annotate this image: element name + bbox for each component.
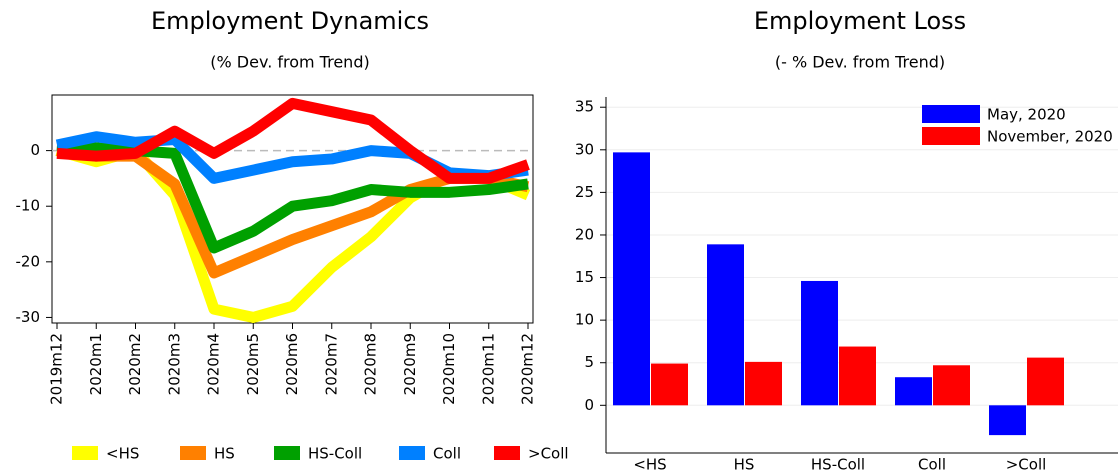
legend-swatch xyxy=(399,446,425,460)
bar xyxy=(745,361,782,406)
y-tick-label: 20 xyxy=(575,225,594,243)
x-tick-label: 2020m5 xyxy=(244,333,262,395)
legend-swatch xyxy=(922,105,980,123)
x-tick-label: <HS xyxy=(633,456,666,474)
legend-label: HS xyxy=(214,445,235,463)
legend-swatch xyxy=(180,446,206,460)
chart-title: Employment Dynamics xyxy=(151,7,429,35)
y-tick-label: 5 xyxy=(584,353,594,371)
series-line xyxy=(56,97,530,184)
bar xyxy=(989,405,1026,436)
x-tick-label: 2020m12 xyxy=(519,333,537,405)
legend-label: November, 2020 xyxy=(987,128,1113,146)
x-tick-label: 2020m2 xyxy=(126,333,144,395)
x-tick-label: 2020m7 xyxy=(322,333,340,395)
y-tick-label: 25 xyxy=(575,183,594,201)
bar xyxy=(933,365,970,406)
y-tick-label: -20 xyxy=(16,252,41,270)
y-tick-label: 0 xyxy=(30,141,40,159)
bar xyxy=(839,346,876,406)
bar xyxy=(707,244,744,406)
legend-label: Coll xyxy=(433,445,461,463)
x-tick-label: >Coll xyxy=(1006,456,1047,474)
y-tick-label: 15 xyxy=(575,268,594,286)
bar xyxy=(613,152,650,406)
x-tick-label: 2020m8 xyxy=(362,333,380,395)
y-tick-label: 35 xyxy=(575,98,594,116)
legend-swatch xyxy=(494,446,520,460)
x-tick-label: 2020m1 xyxy=(87,333,105,395)
legend-label: HS-Coll xyxy=(308,445,362,463)
bar xyxy=(895,377,932,406)
x-tick-label: 2019m12 xyxy=(48,333,66,405)
x-tick-label: Coll xyxy=(918,456,946,474)
legend-label: >Coll xyxy=(528,445,569,463)
chart-title: Employment Loss xyxy=(754,7,966,35)
bar xyxy=(651,363,688,406)
x-tick-label: 2020m10 xyxy=(440,333,458,405)
x-tick-label: 2020m3 xyxy=(165,333,183,395)
x-tick-label: 2020m6 xyxy=(283,333,301,395)
legend-swatch xyxy=(274,446,300,460)
x-tick-label: HS-Coll xyxy=(811,456,865,474)
x-tick-label: HS xyxy=(734,456,755,474)
legend-swatch xyxy=(72,446,98,460)
x-tick-label: 2020m4 xyxy=(205,333,223,395)
x-tick-label: 2020m11 xyxy=(479,333,497,405)
legend-swatch xyxy=(922,127,980,145)
chart-subtitle: (- % Dev. from Trend) xyxy=(775,53,945,72)
chart-subtitle: (% Dev. from Trend) xyxy=(210,53,369,72)
y-tick-label: 10 xyxy=(575,311,594,329)
y-tick-label: 30 xyxy=(575,140,594,158)
y-tick-label: 0 xyxy=(584,396,594,414)
bar xyxy=(1027,357,1064,406)
y-tick-label: -30 xyxy=(16,308,41,326)
bar xyxy=(801,280,838,406)
y-tick-label: -10 xyxy=(16,197,41,215)
x-tick-label: 2020m9 xyxy=(401,333,419,395)
legend-label: May, 2020 xyxy=(987,106,1066,124)
legend-label: <HS xyxy=(106,445,139,463)
